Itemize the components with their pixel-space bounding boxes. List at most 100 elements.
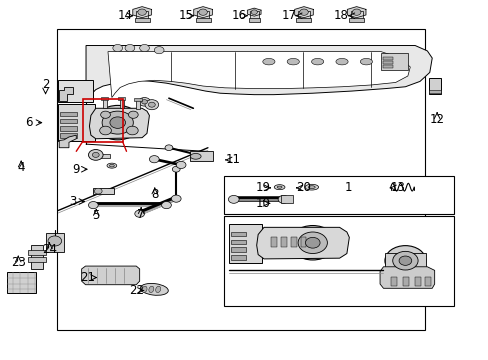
Ellipse shape	[107, 163, 117, 168]
Circle shape	[176, 161, 185, 168]
Ellipse shape	[262, 58, 274, 65]
Circle shape	[298, 232, 327, 253]
Text: 4: 4	[18, 161, 25, 174]
Text: 21: 21	[80, 271, 95, 284]
Circle shape	[110, 117, 125, 129]
Bar	[60, 126, 77, 131]
Bar	[281, 195, 293, 203]
Circle shape	[139, 98, 150, 106]
Bar	[350, 12, 362, 19]
Ellipse shape	[335, 58, 347, 65]
Ellipse shape	[109, 165, 114, 167]
Circle shape	[88, 202, 98, 209]
Polygon shape	[247, 8, 261, 16]
Bar	[28, 250, 45, 255]
Bar	[93, 188, 114, 194]
Text: 14: 14	[117, 9, 132, 22]
Bar	[60, 112, 77, 116]
Bar	[230, 231, 246, 236]
Bar	[383, 65, 392, 68]
Circle shape	[289, 226, 335, 260]
Bar	[281, 237, 286, 247]
Text: 20: 20	[296, 181, 311, 194]
Bar	[348, 18, 364, 22]
Ellipse shape	[305, 184, 318, 190]
Bar	[60, 119, 77, 123]
Bar	[290, 237, 296, 247]
Polygon shape	[294, 6, 313, 18]
Bar	[45, 233, 64, 252]
Bar	[120, 99, 123, 108]
Polygon shape	[108, 51, 409, 98]
Circle shape	[142, 100, 147, 104]
Text: 7: 7	[137, 208, 144, 221]
Text: 18: 18	[333, 9, 348, 22]
Bar	[118, 97, 125, 100]
Text: 24: 24	[42, 243, 57, 256]
Ellipse shape	[277, 186, 282, 188]
Text: 5: 5	[92, 210, 100, 222]
Bar	[82, 99, 122, 141]
Text: 2: 2	[41, 78, 49, 91]
Circle shape	[352, 9, 360, 15]
Circle shape	[172, 166, 180, 172]
Circle shape	[94, 105, 141, 140]
Text: 11: 11	[225, 153, 240, 166]
Polygon shape	[256, 227, 348, 259]
Text: 1: 1	[345, 181, 352, 194]
Circle shape	[145, 100, 158, 110]
Bar	[380, 53, 407, 69]
Polygon shape	[379, 267, 434, 288]
Bar	[136, 100, 140, 109]
Circle shape	[135, 210, 144, 217]
Circle shape	[101, 111, 110, 118]
Text: 23: 23	[11, 256, 26, 269]
Circle shape	[392, 251, 417, 270]
Bar	[271, 237, 277, 247]
Text: 16: 16	[232, 9, 246, 22]
Bar	[91, 154, 110, 158]
Circle shape	[92, 152, 99, 157]
Ellipse shape	[190, 153, 201, 159]
Circle shape	[154, 46, 163, 54]
Text: 8: 8	[151, 188, 158, 201]
Bar	[197, 12, 208, 19]
Bar	[31, 244, 43, 269]
Bar	[28, 257, 45, 262]
Text: 19: 19	[255, 181, 270, 194]
Circle shape	[102, 111, 133, 134]
Bar	[428, 78, 440, 94]
Circle shape	[126, 126, 138, 135]
Circle shape	[149, 156, 159, 163]
Bar	[383, 61, 392, 64]
Bar	[300, 237, 306, 247]
Polygon shape	[86, 45, 431, 101]
Bar	[101, 97, 108, 100]
Bar	[298, 12, 309, 19]
Bar	[102, 99, 106, 108]
Bar	[424, 277, 430, 286]
Circle shape	[128, 111, 138, 118]
Polygon shape	[193, 6, 212, 18]
Ellipse shape	[142, 286, 147, 293]
Bar	[248, 18, 259, 22]
Ellipse shape	[308, 186, 315, 189]
Text: 3: 3	[69, 195, 77, 208]
Circle shape	[278, 195, 288, 203]
Bar	[134, 18, 149, 22]
Text: 10: 10	[255, 197, 270, 210]
Bar	[402, 277, 408, 286]
Circle shape	[125, 44, 135, 51]
Bar	[228, 224, 262, 263]
Circle shape	[48, 236, 61, 246]
Polygon shape	[59, 135, 76, 148]
Circle shape	[398, 256, 411, 265]
Bar	[223, 176, 453, 214]
Ellipse shape	[274, 185, 285, 190]
Text: 9: 9	[72, 163, 80, 176]
Ellipse shape	[155, 286, 161, 293]
Bar	[134, 98, 142, 101]
Text: 22: 22	[128, 284, 143, 297]
Bar	[230, 239, 246, 244]
Bar	[230, 255, 246, 260]
